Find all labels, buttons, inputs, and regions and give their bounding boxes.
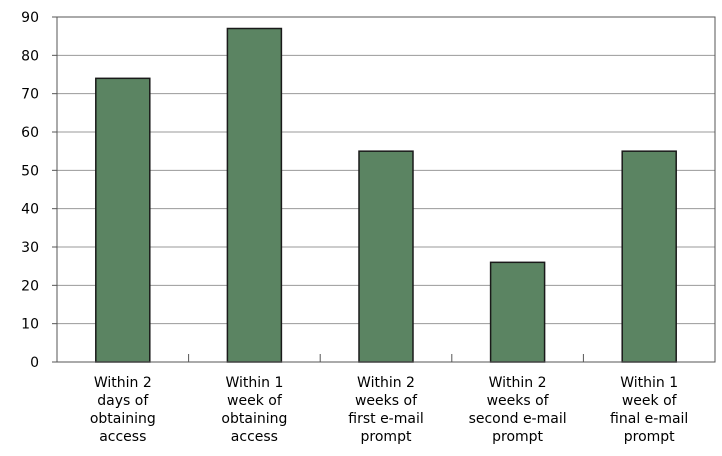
x-category-label-line: access — [231, 429, 278, 445]
y-tick-label: 0 — [30, 355, 39, 371]
x-category-label-line: first e-mail — [348, 411, 423, 427]
x-category-label-line: days of — [97, 393, 149, 409]
x-category-label-line: prompt — [492, 429, 543, 445]
x-category-label-line: weeks of — [355, 393, 418, 409]
bar — [489, 261, 546, 363]
x-category-label-line: prompt — [361, 429, 412, 445]
x-category-label-line: week of — [622, 393, 678, 409]
bar — [621, 150, 677, 363]
x-category-label: Within 1 week of final e-mail prompt — [610, 375, 688, 445]
x-category-label-line: prompt — [624, 429, 675, 445]
x-category-label: Within 1 week of obtaining access — [221, 375, 287, 445]
y-tick-label: 90 — [21, 10, 39, 26]
x-category-label-line: Within 2 — [94, 375, 152, 391]
y-tick-label: 10 — [21, 317, 39, 333]
y-tick-label: 80 — [21, 48, 39, 64]
y-axis: 0 10 20 30 40 50 60 70 80 90 — [21, 10, 57, 371]
x-category-label-line: final e-mail — [610, 411, 688, 427]
bars — [95, 27, 677, 363]
x-category-label-line: Within 1 — [225, 375, 283, 391]
x-category-label-line: obtaining — [221, 411, 287, 427]
y-tick-label: 40 — [21, 202, 39, 218]
x-category-label: Within 2 days of obtaining access — [90, 375, 156, 445]
x-category-label-line: Within 1 — [620, 375, 678, 391]
x-category-label-line: week of — [227, 393, 283, 409]
y-tick-label: 70 — [21, 87, 39, 103]
y-tick-label: 60 — [21, 125, 39, 141]
plot-area-border — [56, 16, 716, 363]
plot-frame — [56, 16, 716, 363]
x-category-label-line: access — [99, 429, 146, 445]
y-tick-label: 20 — [21, 278, 39, 294]
bar — [358, 150, 414, 363]
bar — [226, 27, 283, 363]
x-category-label: Within 2 weeks of first e-mail prompt — [348, 375, 423, 445]
y-tick-label: 50 — [21, 163, 39, 179]
x-category-label-line: weeks of — [487, 393, 550, 409]
x-axis: Within 2 days of obtaining access Within 1 we… — [90, 354, 688, 445]
x-category-label: Within 2 weeks of second e-mail prompt — [469, 375, 567, 445]
x-category-label-line: Within 2 — [357, 375, 415, 391]
x-category-label-line: second e-mail — [469, 411, 567, 427]
x-category-label-line: Within 2 — [489, 375, 547, 391]
x-category-label-line: obtaining — [90, 411, 156, 427]
y-tick-label: 30 — [21, 240, 39, 256]
bar — [95, 77, 151, 363]
